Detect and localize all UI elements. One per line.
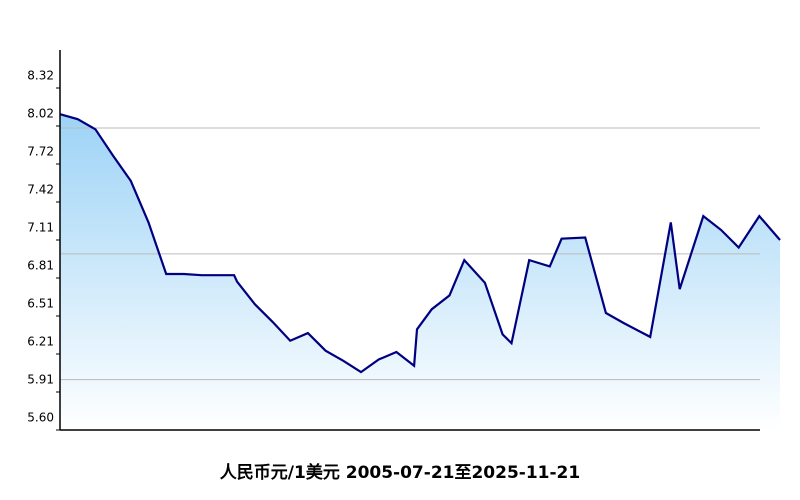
- y-tick-label: 5.60: [27, 411, 54, 425]
- line: [59, 113, 781, 374]
- area-fill: [60, 114, 780, 430]
- y-tick-label: 6.21: [27, 335, 54, 349]
- y-tick-label: 7.72: [27, 145, 54, 159]
- y-tick-label: 7.42: [27, 183, 54, 197]
- y-tick-label: 7.11: [27, 221, 54, 235]
- y-tick-label: 8.32: [27, 69, 54, 83]
- y-tick-label: 8.02: [27, 107, 54, 121]
- y-tick-label: 6.81: [27, 259, 54, 273]
- y-tick-label: 5.91: [27, 373, 54, 387]
- chart-title: 人民币元/1美元 2005-07-21至2025-11-21: [220, 462, 580, 483]
- y-tick-label: 6.51: [27, 297, 54, 311]
